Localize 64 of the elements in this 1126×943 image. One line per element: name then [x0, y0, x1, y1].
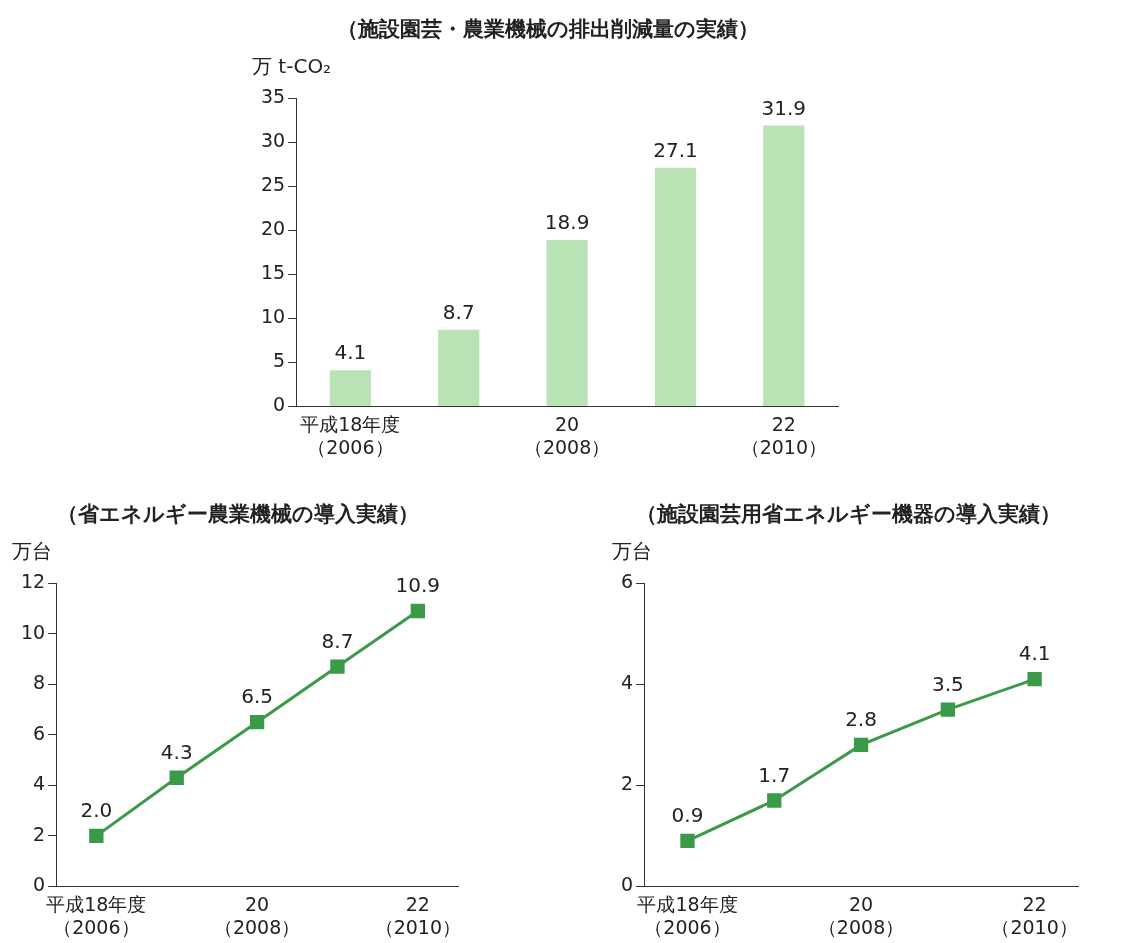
point: [853, 737, 869, 753]
y-tick-label: 35: [260, 85, 286, 108]
point: [89, 828, 104, 844]
point: [249, 715, 265, 730]
point: [410, 603, 425, 619]
x-tick-label: 22（2010）: [374, 892, 461, 938]
y-axis-title: 万台: [12, 539, 52, 564]
x-tick-label: 20（2008）: [213, 892, 301, 938]
x-tick-label: 20（2008）: [523, 412, 611, 458]
y-tick-label: 2: [620, 772, 634, 795]
chart-title: （施設園芸用省エネルギー機器の導入実績）: [635, 502, 1061, 527]
point: [940, 702, 955, 717]
data-label: 6.5: [241, 684, 273, 709]
data-label: 1.7: [758, 762, 791, 787]
point: [330, 659, 345, 674]
point: [680, 833, 695, 849]
y-tick-label: 15: [260, 261, 286, 284]
point: [169, 770, 184, 785]
data-label: 8.7: [321, 628, 354, 653]
data-label: 2.8: [845, 707, 877, 732]
data-label: 4.1: [334, 340, 367, 365]
y-tick-label: 0: [33, 873, 46, 896]
y-tick-label: 8: [33, 671, 46, 694]
y-tick-label: 4: [33, 772, 46, 795]
y-tick-label: 0: [273, 393, 286, 416]
y-axis-title: 万台: [612, 539, 652, 564]
data-label: 31.9: [761, 95, 807, 120]
point: [1027, 672, 1042, 687]
y-tick-label: 6: [33, 721, 46, 744]
chart-title: （施設園芸・農業機械の排出削減量の実績）: [337, 17, 759, 42]
x-tick-label: 平成18年度（2006）: [637, 892, 738, 938]
data-label: 4.1: [1018, 641, 1051, 666]
x-tick-label: 22（2010）: [991, 892, 1078, 938]
y-tick-label: 12: [20, 570, 46, 593]
y-tick-label: 4: [620, 671, 634, 694]
bar: [654, 167, 697, 406]
y-tick-label: 25: [260, 173, 286, 196]
data-label: 2.0: [80, 798, 113, 823]
y-tick-label: 2: [33, 822, 46, 845]
y-tick-label: 5: [273, 349, 286, 372]
data-label: 18.9: [544, 210, 590, 235]
bar: [329, 370, 371, 406]
data-label: 27.1: [653, 137, 698, 162]
y-axis-title: 万 t-CO₂: [252, 54, 332, 79]
x-tick-label: 平成18年度（2006）: [46, 892, 147, 938]
x-tick-label: 20（2008）: [817, 892, 905, 938]
y-tick-label: 0: [620, 873, 634, 896]
data-label: 3.5: [931, 671, 964, 696]
y-tick-label: 30: [260, 129, 286, 152]
data-label: 10.9: [395, 573, 441, 598]
data-label: 8.7: [442, 299, 475, 324]
bar: [763, 125, 805, 406]
chart-title: （省エネルギー農業機械の導入実績）: [57, 502, 419, 527]
y-tick-label: 10: [20, 620, 46, 643]
data-label: 4.3: [160, 739, 193, 764]
x-tick-label: 22（2010）: [740, 412, 827, 458]
point: [767, 793, 782, 808]
data-label: 0.9: [671, 803, 704, 828]
y-tick-label: 20: [260, 217, 286, 240]
bar: [438, 329, 480, 406]
y-tick-label: 10: [260, 305, 286, 328]
y-tick-label: 6: [620, 570, 634, 593]
bar: [546, 239, 588, 406]
x-tick-label: 平成18年度（2006）: [300, 412, 401, 458]
